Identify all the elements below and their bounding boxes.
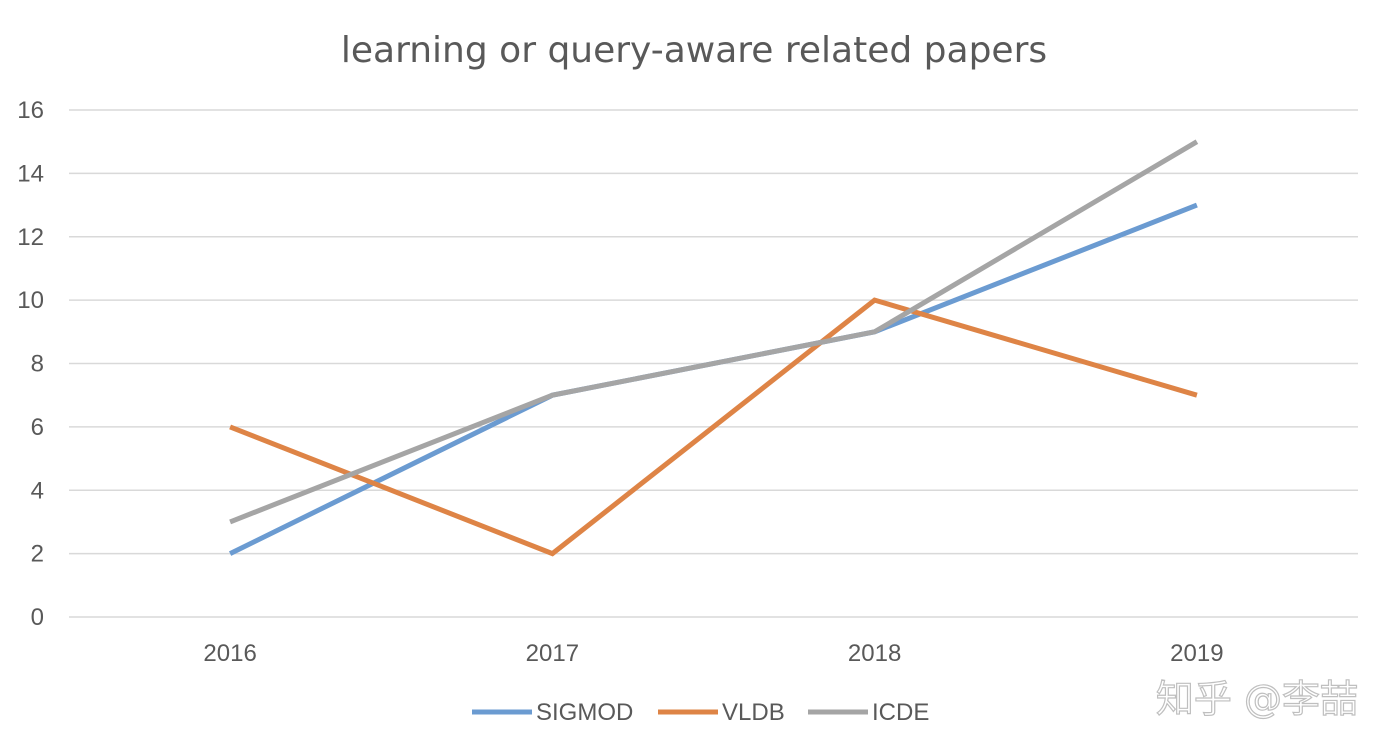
y-tick-label: 0 xyxy=(31,604,44,631)
y-tick-label: 10 xyxy=(17,287,44,314)
x-axis-ticks: 2016 2017 2018 2019 xyxy=(203,640,1223,667)
series-line-icde xyxy=(229,139,1199,525)
x-tick-label: 2016 xyxy=(203,640,256,667)
y-axis-ticks: 0 2 4 6 8 10 12 14 16 xyxy=(17,97,44,631)
legend: SIGMOD VLDB ICDE xyxy=(472,699,929,726)
y-tick-label: 4 xyxy=(31,477,44,504)
series-line-sigmod xyxy=(228,202,1198,556)
chart-title: learning or query-aware related papers xyxy=(341,30,1047,71)
y-tick-label: 12 xyxy=(17,224,44,251)
y-tick-label: 6 xyxy=(31,414,44,441)
legend-label-vldb: VLDB xyxy=(722,699,785,726)
x-tick-label: 2018 xyxy=(848,640,901,667)
y-tick-label: 2 xyxy=(31,541,44,568)
y-tick-label: 16 xyxy=(17,97,44,124)
y-tick-label: 8 xyxy=(31,351,44,378)
x-tick-label: 2017 xyxy=(526,640,579,667)
watermark-text: 知乎 @李喆 xyxy=(1156,677,1358,721)
series-lines xyxy=(228,139,1199,557)
legend-label-sigmod: SIGMOD xyxy=(536,699,633,726)
legend-label-icde: ICDE xyxy=(872,699,929,726)
series-line-vldb xyxy=(229,297,1198,557)
y-tick-label: 14 xyxy=(17,160,44,187)
x-tick-label: 2019 xyxy=(1170,640,1223,667)
